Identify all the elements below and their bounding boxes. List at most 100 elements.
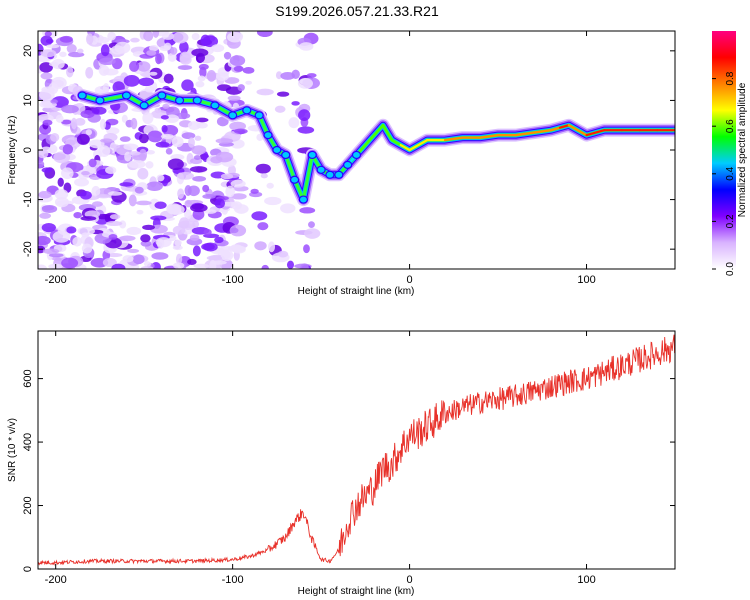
noise-blob xyxy=(74,177,90,187)
noise-blob xyxy=(255,163,271,174)
noise-blob xyxy=(266,182,274,189)
noise-blob xyxy=(111,263,126,269)
noise-blob xyxy=(280,71,296,80)
noise-blob xyxy=(146,181,163,192)
ridge-core-segment xyxy=(567,124,579,132)
noise-blob xyxy=(178,217,190,229)
ridge-point xyxy=(77,91,87,100)
bottom-y-axis-label: SNR (10 * v/v) xyxy=(7,418,18,482)
ridge-point xyxy=(316,165,326,174)
bottom-y-tick-label: 400 xyxy=(22,433,34,451)
noise-blob xyxy=(190,203,208,213)
noise-blob xyxy=(165,147,173,155)
top-y-axis-label: Frequency (Hz) xyxy=(7,116,18,185)
noise-blob xyxy=(91,185,101,197)
noise-blob xyxy=(44,31,52,37)
noise-blob xyxy=(123,143,139,151)
noise-blob xyxy=(275,71,283,80)
noise-blob xyxy=(135,200,152,206)
noise-blob xyxy=(167,204,185,215)
noise-blob xyxy=(300,263,309,269)
noise-blob xyxy=(150,215,167,221)
noise-blob xyxy=(129,60,140,72)
noise-blob xyxy=(119,182,134,187)
noise-blob xyxy=(136,61,151,72)
noise-blob xyxy=(42,119,53,126)
noise-blob xyxy=(121,114,128,123)
noise-blob xyxy=(200,34,211,47)
noise-blob xyxy=(161,125,168,133)
colorbar-label: Normalized spectral amplitude xyxy=(737,82,748,217)
ridge-core-segment xyxy=(408,138,429,152)
top-x-tick-label: 0 xyxy=(407,274,413,286)
chart-title: S199.2026.057.21.33.R21 xyxy=(275,3,439,19)
noise-blob xyxy=(41,86,55,93)
noise-blob xyxy=(42,248,60,255)
noise-blob xyxy=(45,38,54,44)
ridge-core-segment xyxy=(532,129,553,134)
noise-blob xyxy=(66,66,74,78)
noise-blob xyxy=(38,235,51,246)
noise-blob xyxy=(88,158,97,168)
ridge-point xyxy=(228,111,238,120)
ridge-core-segment xyxy=(381,124,393,142)
noise-blob xyxy=(38,149,49,159)
ridge-core-segment xyxy=(390,138,402,147)
bottom-x-tick-label: -100 xyxy=(222,574,244,586)
noise-blob xyxy=(145,161,154,169)
noise-blob xyxy=(79,190,92,200)
noise-blob xyxy=(167,158,184,171)
ridge-core-segment xyxy=(558,124,570,129)
bottom-x-tick-label: 100 xyxy=(577,574,595,586)
noise-blob xyxy=(60,119,72,125)
noise-blob xyxy=(191,32,200,41)
noise-blob xyxy=(298,109,311,121)
noise-blob xyxy=(48,61,59,67)
noise-blob xyxy=(54,189,69,200)
noise-blob xyxy=(191,145,207,155)
noise-blob xyxy=(184,209,192,220)
noise-blob xyxy=(202,194,216,199)
noise-blob xyxy=(191,48,209,57)
noise-blob xyxy=(167,52,177,62)
noise-blob xyxy=(203,209,217,214)
noise-blob xyxy=(206,255,223,261)
noise-blob xyxy=(195,81,205,88)
noise-blob xyxy=(286,260,295,269)
snr-series-line xyxy=(38,334,675,566)
noise-blob xyxy=(196,122,208,129)
noise-blob xyxy=(109,214,121,220)
noise-blob xyxy=(142,112,154,125)
ridge-point xyxy=(210,101,220,110)
noise-blob xyxy=(77,226,95,236)
ridge-point xyxy=(157,91,167,100)
noise-blob xyxy=(156,174,165,182)
colorbar-tick-label: 0.0 xyxy=(725,262,736,276)
noise-blob xyxy=(143,31,154,42)
noise-blob xyxy=(155,141,170,148)
noise-blob xyxy=(105,221,123,227)
noise-blob xyxy=(189,166,208,173)
bottom-x-axis: -200 -100 0 100 xyxy=(45,331,596,586)
ridge-point xyxy=(289,175,300,184)
top-x-tick-label: -200 xyxy=(45,274,67,286)
noise-blob xyxy=(288,117,300,129)
noise-blob xyxy=(152,31,160,38)
noise-blob xyxy=(74,117,86,126)
noise-blob xyxy=(105,166,117,174)
noise-blob xyxy=(257,222,269,231)
noise-blob xyxy=(268,241,276,253)
noise-blob xyxy=(202,184,210,193)
colorbar-tick-label: 0.6 xyxy=(725,119,736,133)
noise-blob xyxy=(92,201,103,207)
noise-blob xyxy=(146,50,157,56)
noise-blob xyxy=(102,68,119,76)
noise-blob xyxy=(184,185,192,197)
noise-blob xyxy=(85,66,94,79)
top-x-axis-label: Height of straight line (km) xyxy=(298,286,415,297)
noise-blob xyxy=(80,216,97,221)
noise-blob xyxy=(40,49,57,58)
noise-blob xyxy=(170,47,178,55)
